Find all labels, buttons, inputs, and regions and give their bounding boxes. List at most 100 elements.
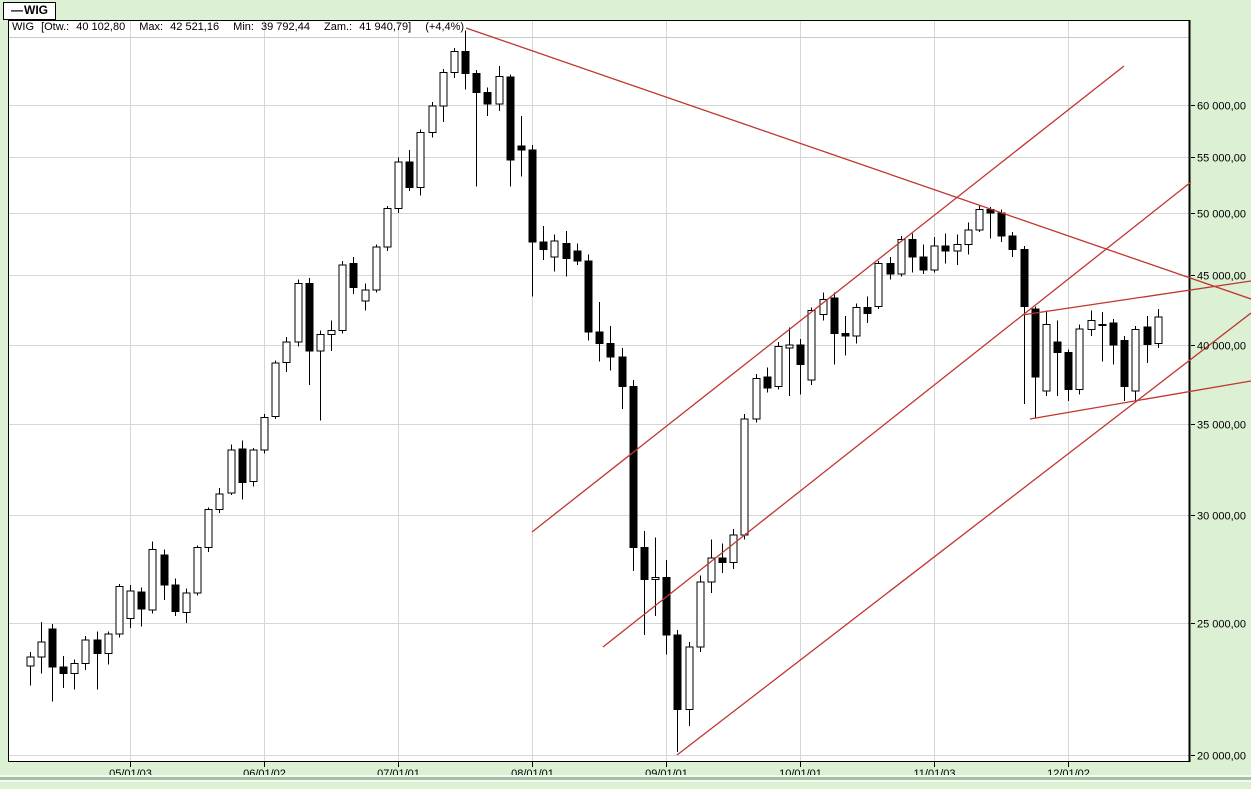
candle-up — [81, 639, 90, 664]
candle-down — [405, 161, 414, 189]
candle-up — [104, 633, 113, 654]
candle-up — [439, 72, 448, 107]
series-tab-wig[interactable]: —WIG — [3, 2, 56, 20]
y-tick-label: 35 000,00 — [1197, 420, 1246, 432]
candle-up — [204, 508, 213, 549]
open-label: [Otw.: — [41, 21, 70, 33]
candle-up — [416, 131, 425, 189]
candle-up — [1098, 324, 1107, 327]
candle-up — [953, 244, 962, 252]
candle-up — [1042, 324, 1051, 392]
candle-down — [997, 212, 1006, 237]
bottom-divider-highlight — [0, 775, 1251, 777]
candle-down — [573, 250, 582, 262]
candle-down — [673, 634, 682, 710]
candle-up — [1075, 328, 1084, 391]
candle-up — [383, 207, 392, 248]
trend-line — [676, 312, 1251, 756]
candle-up — [874, 263, 883, 307]
y-tick-label: 50 000,00 — [1197, 209, 1246, 221]
trend-line — [531, 65, 1125, 533]
candle-down — [763, 376, 772, 389]
candle-down — [160, 554, 169, 586]
candle-down — [584, 260, 593, 333]
candle-down — [528, 149, 537, 243]
candle-down — [606, 343, 615, 358]
open-value: 40 102,80 — [76, 21, 126, 33]
change-value: (+4,4%) — [425, 21, 465, 33]
candle-down — [305, 282, 314, 352]
candle-down — [472, 72, 481, 93]
candle-up — [361, 289, 370, 302]
candle-up — [696, 581, 705, 648]
candle-up — [819, 298, 828, 316]
candle-down — [517, 145, 526, 151]
close-value: 41 940,79] — [359, 21, 412, 33]
candle-down — [1031, 308, 1040, 378]
candle-up — [1131, 329, 1140, 392]
bottom-divider-groove — [0, 777, 1251, 780]
y-tick-label: 40 000,00 — [1197, 341, 1246, 353]
trend-line — [465, 27, 1251, 300]
ohlc-info-bar: WIG [Otw.: 40 102,80 Max: 42 521,16 Min:… — [12, 21, 464, 33]
candle-up — [26, 656, 35, 667]
candles — [26, 30, 1163, 753]
candle-up — [182, 592, 191, 613]
close-label: Zam.: — [324, 21, 353, 33]
plot-background — [8, 20, 1190, 762]
max-label: Max: — [139, 21, 164, 33]
candle-down — [618, 356, 627, 387]
candle-up — [651, 576, 660, 581]
candle-up — [215, 493, 224, 510]
min-label: Min: — [233, 21, 254, 33]
candle-up — [327, 329, 336, 336]
candle-up — [550, 240, 559, 258]
candle-down — [1008, 235, 1017, 251]
trend-line — [602, 181, 1192, 648]
candle-down — [137, 591, 146, 610]
series-tab-label: WIG — [24, 3, 48, 17]
candle-down — [59, 666, 68, 675]
candle-down — [93, 639, 102, 654]
candle-up — [1087, 319, 1096, 331]
candle-up — [807, 310, 816, 381]
candle-up — [148, 549, 157, 611]
candle-up — [227, 449, 236, 494]
candle-up — [975, 208, 984, 231]
candle-up — [428, 105, 437, 133]
max-value: 42 521,16 — [170, 21, 220, 33]
candle-up — [70, 662, 79, 675]
candle-up — [729, 534, 738, 563]
candle-down — [1020, 249, 1029, 307]
candle-up — [37, 641, 46, 658]
y-tick-label: 60 000,00 — [1197, 101, 1246, 113]
candle-up — [294, 282, 303, 343]
candle-up — [774, 345, 783, 387]
candle-down — [539, 241, 548, 251]
candle-down — [461, 50, 470, 74]
trend-line — [1021, 280, 1251, 316]
candle-up — [897, 239, 906, 275]
candle-down — [796, 344, 805, 366]
y-tick-label: 25 000,00 — [1197, 619, 1246, 631]
candle-down — [1120, 340, 1129, 387]
trend-lines — [465, 27, 1251, 756]
candle-down — [506, 76, 515, 161]
candle-up — [126, 590, 135, 619]
candle-down — [941, 245, 950, 252]
candle-up — [707, 557, 716, 583]
y-tick-label: 20 000,00 — [1197, 751, 1246, 763]
candle-down — [640, 547, 649, 581]
candle-down — [238, 448, 247, 484]
candle-down — [863, 307, 872, 314]
candle-up — [316, 334, 325, 352]
candle-down — [886, 263, 895, 275]
min-value: 39 792,44 — [261, 21, 310, 33]
candle-up — [249, 449, 258, 483]
candle-down — [629, 385, 638, 549]
info-symbol: WIG — [12, 21, 34, 33]
candle-down — [595, 331, 604, 345]
candle-down — [349, 263, 358, 288]
candle-up — [495, 75, 504, 105]
